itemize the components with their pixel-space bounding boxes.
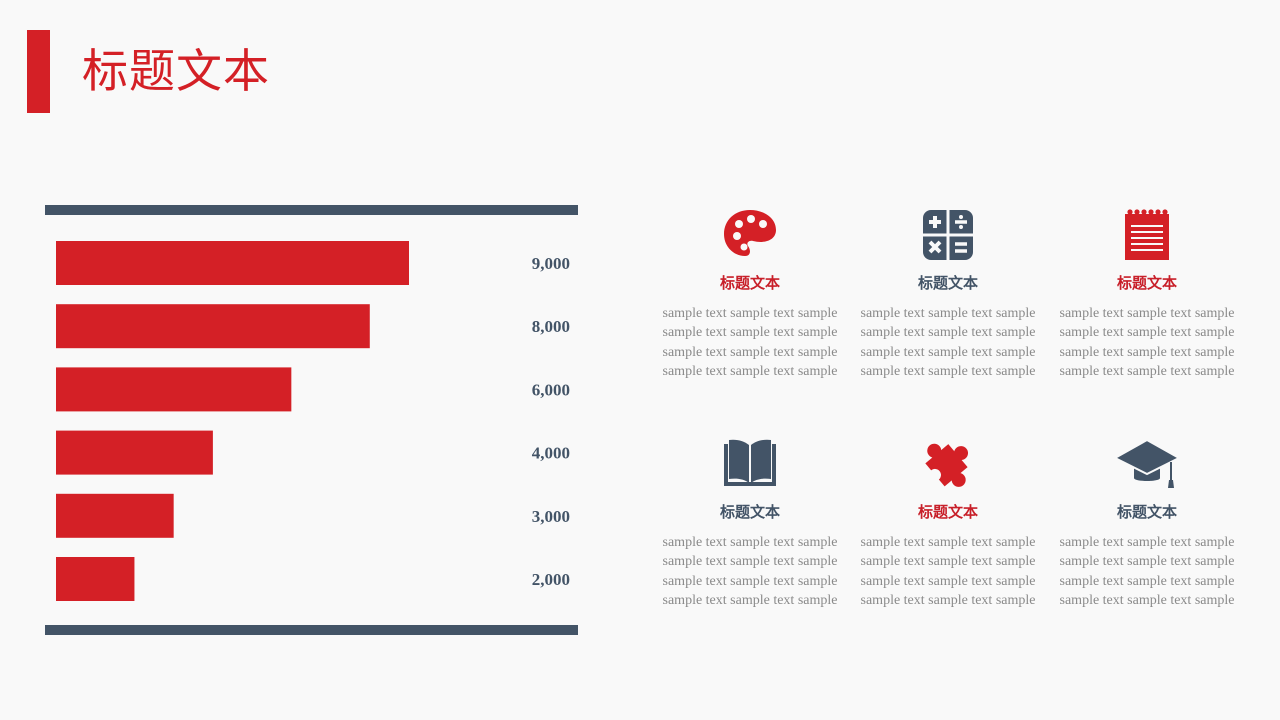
card-title: 标题文本	[1116, 274, 1177, 292]
bar-value-label: 8,000	[532, 317, 570, 336]
page-title: 标题文本	[82, 44, 270, 98]
card-text: sample text sample text sample sample tex…	[1059, 306, 1235, 379]
bar	[56, 304, 370, 349]
title-accent-bar	[27, 30, 50, 113]
bar	[56, 493, 174, 538]
feature-card-2: 标题文本 sample text sample text sample sampl…	[853, 205, 1043, 381]
chart-bottom-rule	[45, 625, 578, 635]
bar-value-label: 3,000	[532, 507, 570, 526]
palette-icon	[724, 210, 776, 256]
card-text: sample text sample text sample sample tex…	[860, 535, 1036, 608]
feature-card-1: 标题文本 sample text sample text sample sampl…	[655, 205, 845, 381]
bar	[56, 430, 213, 475]
card-text: sample text sample text sample sample tex…	[662, 306, 838, 379]
card-title: 标题文本	[1116, 503, 1177, 521]
bar-value-label: 9,000	[532, 254, 570, 273]
card-title: 标题文本	[917, 503, 978, 521]
bar-value-label: 2,000	[532, 570, 570, 589]
card-title: 标题文本	[719, 503, 780, 521]
bar-value-label: 6,000	[532, 380, 570, 399]
feature-card-6: 标题文本 sample text sample text sample sampl…	[1052, 434, 1242, 610]
bar-value-label: 4,000	[532, 444, 570, 463]
card-text: sample text sample text sample sample tex…	[860, 306, 1036, 379]
bar-chart: 9,000 8,000 6,000 4,000 3,000 2,000	[56, 241, 570, 601]
chart-top-rule	[45, 205, 578, 215]
card-title: 标题文本	[719, 274, 780, 292]
bar	[56, 367, 292, 412]
feature-card-4: 标题文本 sample text sample text sample sampl…	[655, 434, 845, 610]
feature-card-3: 标题文本 sample text sample text sample sampl…	[1052, 205, 1242, 381]
card-text: sample text sample text sample sample tex…	[662, 535, 838, 608]
bar	[56, 557, 135, 601]
book-icon	[724, 439, 776, 486]
bar	[56, 241, 409, 285]
puzzle-icon	[925, 443, 969, 487]
graduation-cap-icon	[1117, 438, 1177, 488]
notepad-icon	[1125, 209, 1169, 260]
card-text: sample text sample text sample sample tex…	[1059, 535, 1235, 608]
calculator-icon	[923, 210, 973, 260]
feature-card-5: 标题文本 sample text sample text sample sampl…	[853, 434, 1043, 610]
card-title: 标题文本	[917, 274, 978, 292]
